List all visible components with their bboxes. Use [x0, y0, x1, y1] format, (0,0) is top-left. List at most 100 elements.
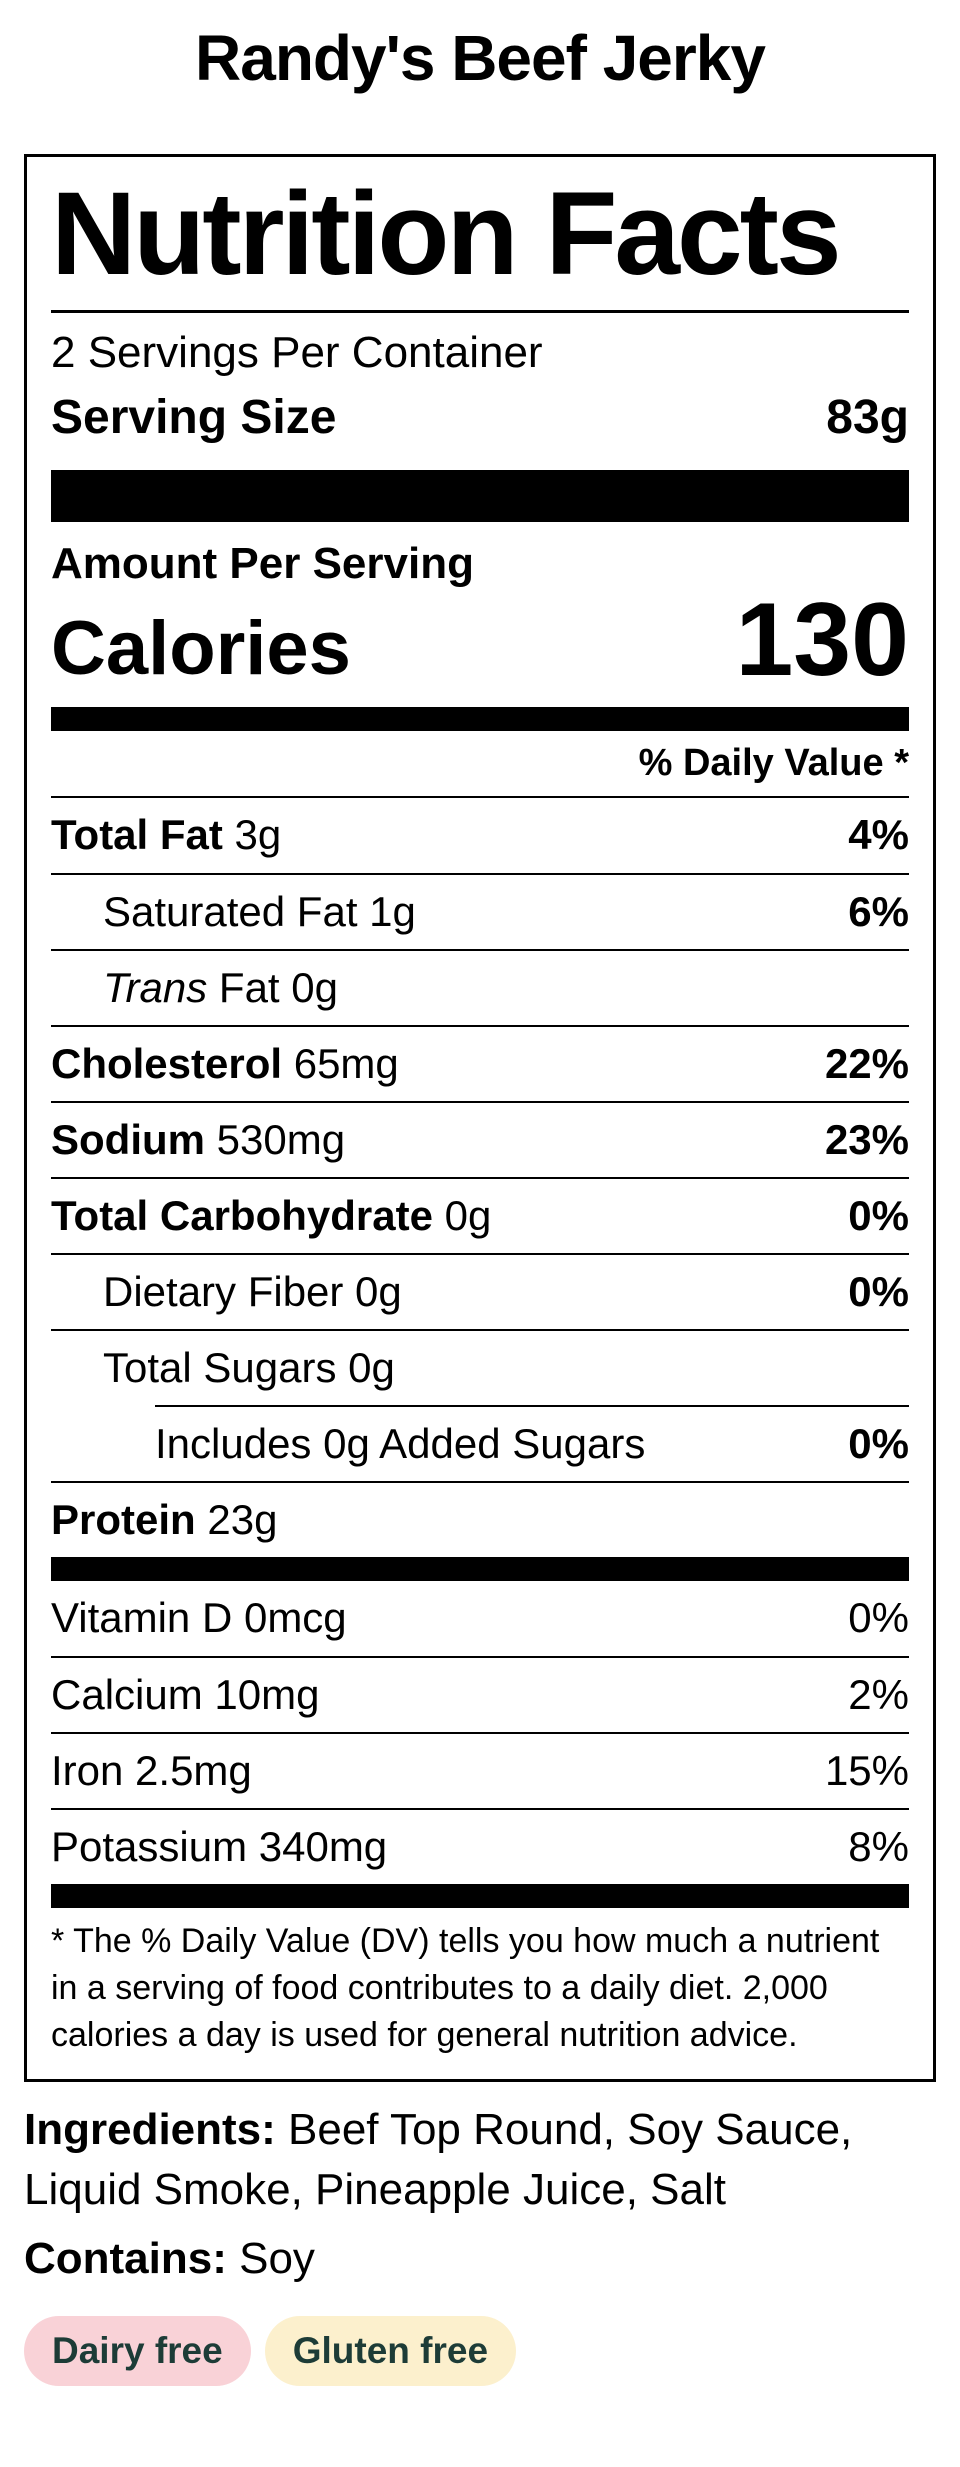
row-divider	[51, 1807, 909, 1810]
nutrient-row: Total Sugars 0g	[51, 1331, 909, 1405]
nutrient-text-segment: Trans	[103, 963, 208, 1011]
nutrient-text-segment: Potassium 340mg	[51, 1822, 388, 1870]
nutrient-row: Trans Fat 0g	[51, 951, 909, 1025]
row-divider	[51, 1329, 909, 1332]
nutrient-name: Calcium 10mg	[51, 1670, 320, 1718]
nutrient-row: Includes 0g Added Sugars 0%	[51, 1407, 909, 1481]
diet-badges: Dairy free Gluten free	[24, 2315, 936, 2387]
servings-per-container: 2 Servings Per Container	[51, 328, 543, 378]
nutrient-name: Total Fat 3g	[51, 813, 281, 857]
serving-size-value: 83g	[826, 391, 909, 445]
row-divider	[51, 1176, 909, 1179]
nutrient-text-segment: 3g	[222, 811, 282, 859]
ingredients-line: Ingredients: Beef Top Round, Soy Sauce, …	[24, 2100, 936, 2221]
daily-value-footnote: * The % Daily Value (DV) tells you how m…	[51, 1921, 880, 2054]
separator-bar-vitamins-top	[51, 1557, 909, 1582]
nutrient-row: Dietary Fiber 0g 0%	[51, 1255, 909, 1329]
nutrient-name: Saturated Fat 1g	[51, 887, 416, 935]
nutrient-daily-value: 0%	[848, 1420, 909, 1468]
nutrient-text-segment: Calcium 10mg	[51, 1670, 320, 1718]
product-details: Ingredients: Beef Top Round, Soy Sauce, …	[24, 2100, 936, 2290]
product-title: Randy's Beef Jerky	[195, 22, 766, 94]
nutrient-text-segment: Fat 0g	[207, 963, 338, 1011]
row-divider	[51, 796, 909, 799]
nutrient-daily-value: 23%	[824, 1115, 909, 1163]
nutrient-row: Cholesterol 65mg 22%	[51, 1027, 909, 1101]
amount-per-serving-label: Amount Per Serving	[51, 539, 474, 589]
nutrient-row: Sodium 530mg 23%	[51, 1103, 909, 1177]
row-divider	[51, 1481, 909, 1484]
nutrient-name: Total Sugars 0g	[51, 1346, 395, 1390]
nutrient-name: Dietary Fiber 0g	[51, 1268, 402, 1316]
nutrient-name: Cholesterol 65mg	[51, 1039, 399, 1087]
row-divider	[51, 948, 909, 951]
contains-line: Contains: Soy	[24, 2229, 936, 2290]
nutrient-text-segment: Total Sugars 0g	[103, 1344, 395, 1392]
nutrient-daily-value: 2%	[848, 1670, 909, 1718]
nutrient-daily-value: 8%	[848, 1822, 909, 1870]
contains-label: Contains:	[24, 2233, 227, 2283]
vitamin-rows: Vitamin D 0mcg 0% Calcium 10mg 2% Iron 2…	[51, 1581, 909, 1883]
separator-bar-medium	[51, 706, 909, 731]
nutrient-row: Vitamin D 0mcg 0%	[51, 1581, 909, 1655]
calories-row: Calories 130	[51, 582, 909, 699]
nutrient-name: Total Carbohydrate 0g	[51, 1191, 492, 1239]
nutrient-name: Vitamin D 0mcg	[51, 1596, 347, 1640]
nutrient-row: Saturated Fat 1g 6%	[51, 875, 909, 949]
nutrient-daily-value: 0%	[848, 1268, 909, 1316]
nutrient-text-segment: 0g	[432, 1191, 492, 1239]
nutrient-text-segment: Vitamin D 0mcg	[51, 1594, 347, 1642]
nutrient-row: Iron 2.5mg 15%	[51, 1734, 909, 1808]
row-divider	[51, 1024, 909, 1027]
row-divider	[51, 872, 909, 875]
nutrient-row: Calcium 10mg 2%	[51, 1658, 909, 1732]
nutrient-name: Protein 23g	[51, 1498, 277, 1542]
row-divider	[51, 1731, 909, 1734]
nutrient-text-segment: Includes 0g Added Sugars	[155, 1420, 646, 1468]
nutrient-name: Includes 0g Added Sugars	[51, 1422, 645, 1466]
row-divider	[155, 1405, 909, 1408]
nutrient-text-segment: Cholesterol	[51, 1039, 283, 1087]
nutrient-daily-value: 22%	[824, 1039, 909, 1087]
nutrient-text-segment: Dietary Fiber 0g	[103, 1268, 402, 1316]
nutrient-daily-value: 4%	[848, 811, 909, 859]
serving-size-row: Serving Size 83g	[51, 388, 909, 448]
calories-value: 130	[735, 582, 909, 699]
nutrient-name: Trans Fat 0g	[51, 963, 338, 1011]
nutrition-facts-panel: Nutrition Facts 2 Servings Per Container…	[24, 153, 936, 2082]
daily-value-header: % Daily Value *	[638, 741, 909, 784]
nutrient-text-segment: 23g	[195, 1496, 278, 1544]
calories-label: Calories	[51, 606, 351, 692]
nutrient-text-segment: 530mg	[205, 1115, 346, 1163]
nutrient-text-segment: Total Carbohydrate	[51, 1191, 433, 1239]
nutrition-facts-heading: Nutrition Facts	[51, 167, 842, 300]
nutrient-name: Iron 2.5mg	[51, 1746, 252, 1794]
nutrient-name: Sodium 530mg	[51, 1115, 346, 1163]
diet-badge: Gluten free	[264, 2315, 517, 2387]
nutrient-text-segment: 65mg	[282, 1039, 399, 1087]
diet-badge: Dairy free	[24, 2315, 251, 2387]
nutrient-text-segment: Total Fat	[51, 811, 223, 859]
contains-value: Soy	[226, 2233, 315, 2283]
page: { "page": { "title": "Randy's Beef Jerky…	[0, 22, 960, 2467]
nutrient-row: Protein 23g	[51, 1483, 909, 1557]
nutrient-row: Total Carbohydrate 0g 0%	[51, 1179, 909, 1253]
ingredients-label: Ingredients:	[24, 2104, 276, 2154]
nutrient-text-segment: Protein	[51, 1496, 196, 1544]
nutrient-row: Potassium 340mg 8%	[51, 1810, 909, 1884]
nutrient-row: Total Fat 3g 4%	[51, 798, 909, 872]
nutrient-daily-value: 0%	[848, 1594, 909, 1642]
nutrient-daily-value: 0%	[848, 1191, 909, 1239]
ingredients-value: Beef Top Round, Soy Sauce, Liquid Smoke,…	[24, 2104, 853, 2215]
serving-size-label: Serving Size	[51, 391, 337, 445]
separator-bar-footnote-top	[51, 1883, 909, 1908]
row-divider	[51, 1100, 909, 1103]
heading-divider	[51, 310, 909, 314]
nutrient-daily-value: 15%	[824, 1746, 909, 1794]
nutrient-text-segment: Sodium	[51, 1115, 205, 1163]
nutrient-daily-value: 6%	[848, 887, 909, 935]
nutrient-text-segment: Iron 2.5mg	[51, 1746, 252, 1794]
nutrient-text-segment: Saturated Fat 1g	[103, 887, 416, 935]
row-divider	[51, 1253, 909, 1256]
nutrient-rows: Total Fat 3g 4% Saturated Fat 1g 6% Tran…	[51, 796, 909, 1557]
